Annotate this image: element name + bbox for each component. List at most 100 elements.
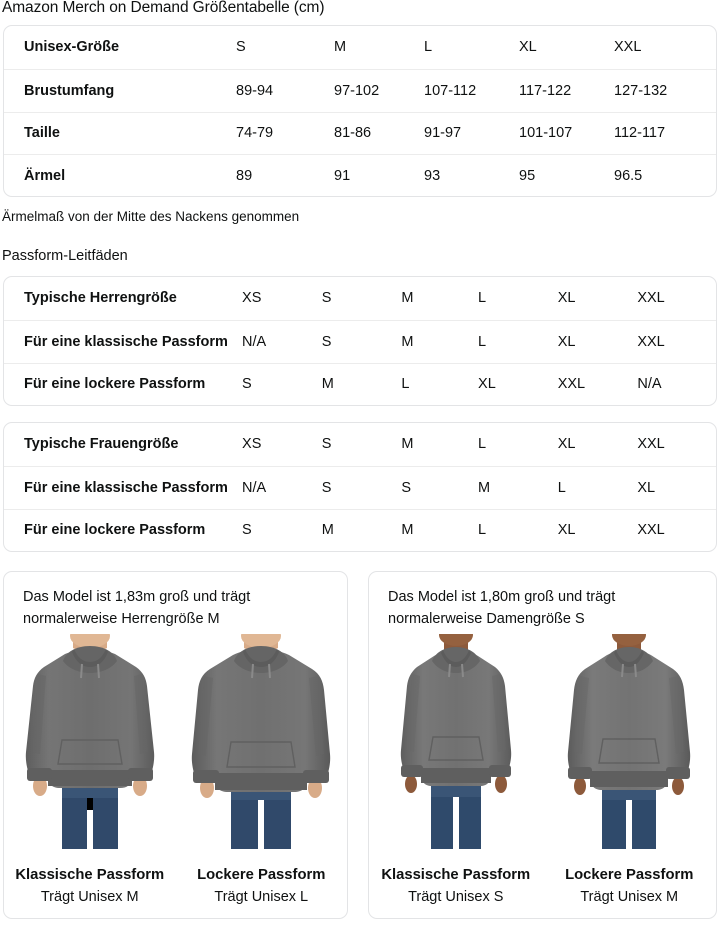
header-size-l: L xyxy=(478,436,487,453)
row-label: Ärmel xyxy=(24,168,66,185)
fit-wears: Trägt Unisex M xyxy=(40,889,139,905)
cell-value: S xyxy=(321,479,332,496)
cell-value: N/A xyxy=(242,333,267,350)
fit-name: Lockere Passform xyxy=(565,867,694,883)
row-label: Taille xyxy=(24,125,60,142)
cell-value: XXL xyxy=(637,333,665,350)
row-label: Für eine lockere Passform xyxy=(24,522,206,539)
cell-value: 112-117 xyxy=(614,125,666,142)
table-row-header: Unisex-Größe S M L XL XXL xyxy=(4,26,716,69)
sleeve-measurement-note: Ärmelmaß von der Mitte des Nackens genom… xyxy=(2,209,300,224)
row-label: Für eine lockere Passform xyxy=(24,376,206,393)
header-size-s: S xyxy=(321,290,332,307)
table-row: Ärmel 89 91 93 95 96.5 xyxy=(4,154,716,196)
table-row: Für eine lockere Passform S M M L XL XXL xyxy=(4,508,716,551)
women-classic-fit-label: Klassische Passform Trägt Unisex S xyxy=(369,865,543,908)
fit-wears: Trägt Unisex L xyxy=(214,889,309,905)
header-size-xl: XL xyxy=(519,39,537,56)
cell-value: XL xyxy=(637,479,656,496)
header-size-s: S xyxy=(236,39,246,56)
cell-value: XL xyxy=(478,376,496,393)
table-row: Für eine klassische Passform N/A S M L X… xyxy=(4,319,716,363)
header-size-m: M xyxy=(334,39,347,56)
row-label: Typische Frauengröße xyxy=(24,436,179,453)
men-model-height-note: Das Model ist 1,83m groß und trägt norma… xyxy=(23,589,251,627)
cell-value: XL xyxy=(557,522,576,539)
cell-value: XXL xyxy=(557,376,586,393)
cell-value: 107-112 xyxy=(424,82,477,99)
female-hoodie-classic-photo xyxy=(400,634,511,849)
cell-value: L xyxy=(478,333,487,350)
page-title: Amazon Merch on Demand Größentabelle (cm… xyxy=(2,0,325,16)
women-relaxed-fit-label: Lockere Passform Trägt Unisex M xyxy=(543,865,717,908)
row-label: Für eine klassische Passform xyxy=(24,479,228,496)
header-size-m: M xyxy=(401,436,414,453)
cell-value: M xyxy=(321,522,334,539)
cell-value: L xyxy=(557,479,566,496)
fit-wears: Trägt Unisex M xyxy=(580,889,679,905)
women-model-card: Das Model ist 1,80m groß und trägt norma… xyxy=(368,571,717,919)
header-size-s: S xyxy=(321,436,332,453)
cell-value: 95 xyxy=(519,168,536,185)
cell-value: M xyxy=(478,479,491,496)
men-classic-fit-label: Klassische Passform Trägt Unisex M xyxy=(4,865,176,908)
row-label: Für eine klassische Passform xyxy=(24,333,228,350)
cell-value: M xyxy=(321,376,334,393)
cell-value: M xyxy=(401,522,414,539)
header-size-xl: XL xyxy=(557,436,576,453)
men-relaxed-fit-label: Lockere Passform Trägt Unisex L xyxy=(176,865,348,908)
cell-value: S xyxy=(242,376,252,393)
fit-guides-heading: Passform-Leitfäden xyxy=(2,248,128,264)
cell-value: 91 xyxy=(334,168,351,185)
header-size-xs: XS xyxy=(242,290,262,307)
men-fit-guide-table: Typische Herrengröße XS S M L XL XXL Für… xyxy=(3,276,717,406)
row-label: Unisex-Größe xyxy=(24,39,120,56)
men-model-card: Das Model ist 1,83m groß und trägt norma… xyxy=(3,571,348,919)
fit-name: Klassische Passform xyxy=(381,867,531,883)
women-relaxed-fit-figure xyxy=(543,634,717,849)
cell-value: 101-107 xyxy=(519,125,573,142)
cell-value: 89 xyxy=(236,168,253,185)
women-classic-fit-figure xyxy=(369,634,543,849)
table-row: Taille 74-79 81-86 91-97 101-107 112-117 xyxy=(4,111,716,155)
cell-value: 97-102 xyxy=(334,82,380,99)
cell-value: 96.5 xyxy=(614,168,643,185)
table-row-header: Typische Herrengröße XS S M L XL XXL xyxy=(4,277,716,320)
cell-value: L xyxy=(401,376,410,393)
header-size-xs: XS xyxy=(242,436,262,453)
header-size-xxl: XXL xyxy=(637,290,665,307)
men-fit-labels: Klassische Passform Trägt Unisex M Locke… xyxy=(4,865,347,908)
cell-value: 81-86 xyxy=(334,125,372,142)
cell-value: N/A xyxy=(637,376,662,393)
men-model-figures xyxy=(4,634,347,849)
fit-name: Klassische Passform xyxy=(15,867,165,883)
fit-name: Lockere Passform xyxy=(197,867,326,883)
cell-value: M xyxy=(401,333,414,350)
header-size-l: L xyxy=(478,290,487,307)
women-fit-labels: Klassische Passform Trägt Unisex S Locke… xyxy=(369,865,716,908)
cell-value: 89-94 xyxy=(236,82,274,99)
cell-value: 91-97 xyxy=(424,125,462,142)
women-fit-guide-table: Typische Frauengröße XS S M L XL XXL Für… xyxy=(3,422,717,552)
men-classic-fit-figure xyxy=(4,634,176,849)
cell-value: XL xyxy=(557,333,576,350)
cell-value: L xyxy=(478,522,487,539)
cell-value: 74-79 xyxy=(236,125,274,142)
table-row: Brustumfang 89-94 97-102 107-112 117-122… xyxy=(4,68,716,112)
cell-value: 127-132 xyxy=(614,82,668,99)
header-size-xl: XL xyxy=(557,290,576,307)
header-size-l: L xyxy=(424,39,433,56)
cell-value: XXL xyxy=(637,522,665,539)
cell-value: S xyxy=(321,333,332,350)
cell-value: N/A xyxy=(242,479,267,496)
header-size-xxl: XXL xyxy=(637,436,665,453)
men-relaxed-fit-figure xyxy=(176,634,348,849)
cell-value: S xyxy=(401,479,412,496)
women-model-height-note: Das Model ist 1,80m groß und trägt norma… xyxy=(388,589,616,627)
header-size-m: M xyxy=(401,290,414,307)
row-label: Brustumfang xyxy=(24,82,115,99)
table-row-header: Typische Frauengröße XS S M L XL XXL xyxy=(4,423,716,466)
cell-value: S xyxy=(242,522,252,539)
female-hoodie-relaxed-photo xyxy=(568,634,691,849)
